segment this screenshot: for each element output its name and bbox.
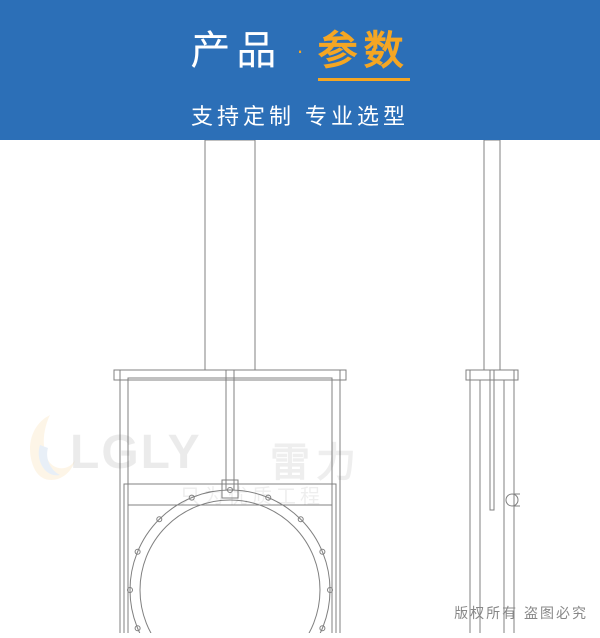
watermark-text-en: LGLY bbox=[70, 425, 202, 480]
title-right: 参数 bbox=[318, 18, 410, 81]
title-row: 产品 · 参数 bbox=[0, 0, 600, 81]
header-banner: 产品 · 参数 支持定制 专业选型 bbox=[0, 0, 600, 140]
subtitle: 支持定制 专业选型 bbox=[0, 99, 600, 131]
title-left: 产品 bbox=[190, 18, 282, 76]
watermark-subtext: 只为优质工程 bbox=[180, 480, 324, 509]
title-separator-dot: · bbox=[296, 38, 303, 64]
technical-drawing-svg bbox=[0, 140, 600, 633]
copyright-notice: 版权所有 盗图必究 bbox=[454, 603, 588, 623]
diagram-canvas: LGLY 雷力 只为优质工程 版权所有 盗图必究 bbox=[0, 140, 600, 633]
